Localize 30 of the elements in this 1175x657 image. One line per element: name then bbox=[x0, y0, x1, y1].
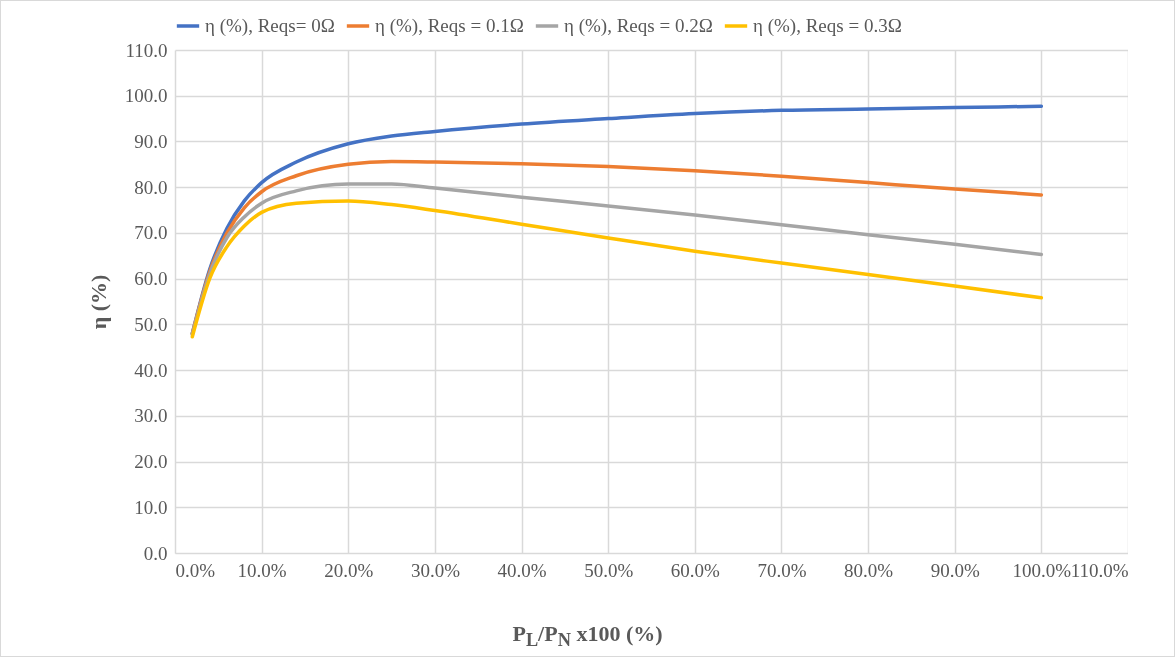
y-tick-label: 40.0 bbox=[134, 359, 168, 381]
y-tick-label: 20.0 bbox=[134, 451, 168, 473]
x-tick-label: 70.0% bbox=[757, 559, 807, 581]
x-tick-label: 100.0% bbox=[1012, 559, 1072, 581]
legend-label: η (%), Reqs = 0.2Ω bbox=[564, 15, 713, 37]
x-tick-label: 50.0% bbox=[584, 559, 634, 581]
legend-label: η (%), Reqs = 0.1Ω bbox=[375, 15, 524, 37]
x-axis-title: P$_{L}$/P$_{N}$ x100 (%) bbox=[511, 621, 664, 652]
y-tick-label: 30.0 bbox=[134, 405, 168, 427]
y-axis-title: η (%) bbox=[85, 274, 111, 330]
y-tick-label: 50.0 bbox=[134, 313, 168, 335]
x-tick-label: 80.0% bbox=[844, 559, 894, 581]
y-tick-label: 60.0 bbox=[134, 268, 168, 290]
x-tick-label: 90.0% bbox=[930, 559, 980, 581]
y-tick-label: 110.0 bbox=[125, 39, 168, 61]
y-tick-label: 70.0 bbox=[134, 222, 168, 244]
y-tick-label: 10.0 bbox=[134, 496, 168, 518]
x-tick-label: 20.0% bbox=[324, 559, 374, 581]
x-tick-label: 110.0% bbox=[1070, 559, 1129, 581]
y-tick-label: 90.0 bbox=[134, 130, 168, 152]
x-tick-label: 30.0% bbox=[410, 559, 461, 581]
legend-label: η (%), Reqs = 0.3Ω bbox=[753, 15, 902, 37]
y-tick-label: 100.0 bbox=[124, 85, 168, 107]
y-tick-label: 0.0 bbox=[143, 542, 168, 564]
y-tick-label: 80.0 bbox=[134, 176, 168, 198]
legend-label: η (%), Reqs= 0Ω bbox=[205, 15, 335, 37]
x-tick-label: 0.0% bbox=[175, 559, 216, 581]
x-tick-label: 40.0% bbox=[497, 559, 547, 581]
x-tick-label: 60.0% bbox=[670, 559, 721, 581]
x-tick-label: 10.0% bbox=[237, 559, 287, 581]
